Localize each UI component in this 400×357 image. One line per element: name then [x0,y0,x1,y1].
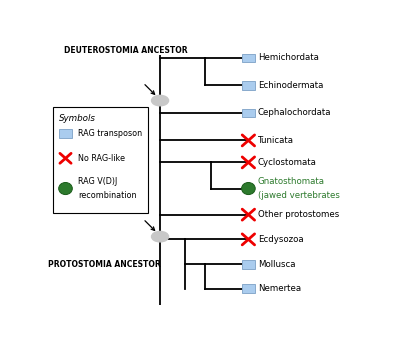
Text: No RAG-like: No RAG-like [78,154,125,163]
Text: DEUTEROSTOMIA ANCESTOR: DEUTEROSTOMIA ANCESTOR [64,46,188,55]
Bar [242,81,255,90]
Text: Cyclostomata: Cyclostomata [258,158,316,167]
Bar [242,260,255,268]
Text: Tunicata: Tunicata [258,136,294,145]
Text: Ecdysozoa: Ecdysozoa [258,235,303,244]
Circle shape [242,182,255,195]
Text: Cephalochordata: Cephalochordata [258,109,331,117]
Ellipse shape [152,95,168,106]
Text: Gnatosthomata: Gnatosthomata [258,177,325,186]
Bar [242,109,255,117]
Text: Hemichordata: Hemichordata [258,54,318,62]
Text: Symbols: Symbols [59,114,96,123]
Text: Nemertea: Nemertea [258,285,301,293]
Text: Other protostomes: Other protostomes [258,210,339,219]
Text: (jawed vertebrates: (jawed vertebrates [258,191,340,200]
Bar [242,54,255,62]
Bar [242,285,255,293]
Text: PROTOSTOMIA ANCESTOR: PROTOSTOMIA ANCESTOR [48,260,161,269]
Text: RAG V(D)J: RAG V(D)J [78,177,117,186]
Text: Echinodermata: Echinodermata [258,81,323,90]
Text: RAG transposon: RAG transposon [78,129,142,138]
Text: recombination: recombination [78,191,136,200]
Text: Mollusca: Mollusca [258,260,295,268]
Bar [59,129,72,138]
Bar [53,107,148,213]
Ellipse shape [152,231,168,242]
Circle shape [59,182,72,195]
